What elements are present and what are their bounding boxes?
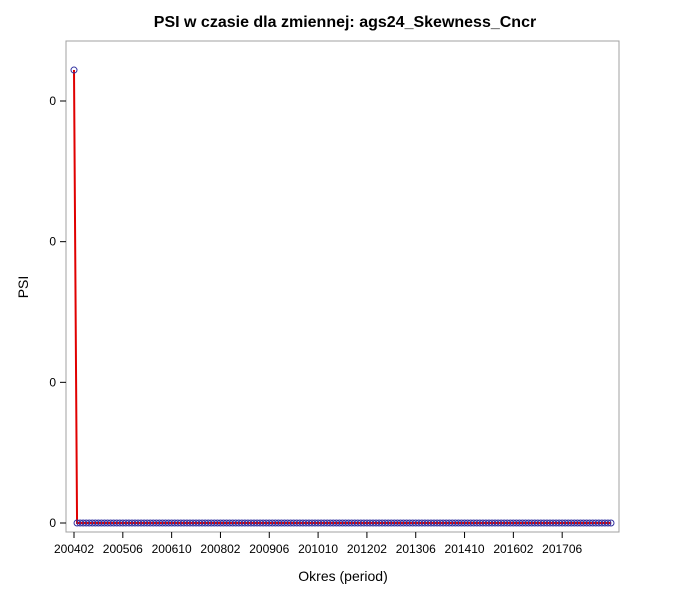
y-tick-label: 0 (49, 235, 56, 249)
data-point (607, 519, 615, 527)
x-axis: 200402 200506 200610 200802 200906 201010 2012… (54, 532, 583, 556)
x-tick-label: 201602 (493, 542, 533, 556)
x-axis-label: Okres (period) (298, 568, 387, 584)
y-axis-label: PSI (15, 276, 31, 299)
x-tick-label: 201410 (445, 542, 485, 556)
series-psi (70, 66, 615, 527)
x-tick-label: 200402 (54, 542, 94, 556)
chart-title: PSI w czasie dla zmiennej: ags24_Skewnes… (154, 14, 536, 31)
plot-frame (65, 40, 620, 533)
x-tick-label: 200906 (249, 542, 289, 556)
x-tick-label: 200802 (200, 542, 240, 556)
x-tick-label: 201306 (396, 542, 436, 556)
x-tick-label: 200506 (103, 542, 143, 556)
x-tick-label: 201010 (298, 542, 338, 556)
x-tick-label: 201706 (542, 542, 582, 556)
y-tick-label: 0 (49, 94, 56, 108)
y-tick-label: 0 (49, 516, 56, 530)
x-tick-label: 200610 (152, 542, 192, 556)
data-point (604, 519, 612, 527)
data-point (70, 66, 78, 74)
y-axis: 0 0 0 0 (49, 94, 66, 530)
y-tick-label: 0 (49, 375, 56, 389)
x-tick-label: 201202 (347, 542, 387, 556)
